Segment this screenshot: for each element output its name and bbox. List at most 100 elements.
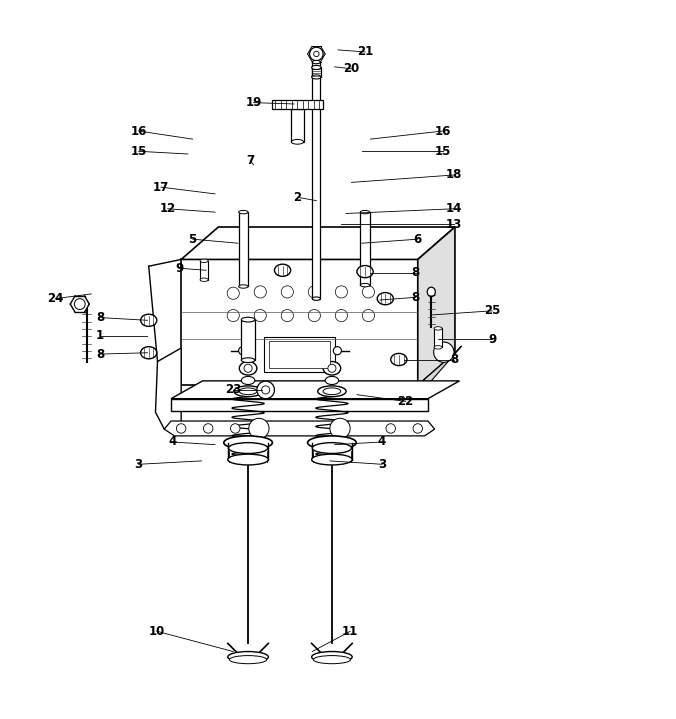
Circle shape (244, 365, 252, 372)
Ellipse shape (228, 651, 268, 662)
Ellipse shape (391, 354, 407, 365)
Ellipse shape (312, 65, 321, 70)
Ellipse shape (228, 443, 268, 454)
Ellipse shape (434, 326, 442, 330)
Circle shape (74, 298, 85, 309)
Circle shape (314, 51, 319, 57)
Circle shape (281, 309, 293, 321)
Text: 9: 9 (175, 262, 183, 275)
Circle shape (434, 342, 454, 362)
Circle shape (308, 309, 320, 321)
Circle shape (227, 287, 239, 299)
Bar (171, 399, 428, 411)
Ellipse shape (229, 656, 266, 664)
Circle shape (386, 423, 395, 433)
Circle shape (203, 423, 213, 433)
Text: 25: 25 (484, 304, 500, 317)
Polygon shape (155, 348, 181, 429)
Ellipse shape (434, 346, 442, 349)
Ellipse shape (241, 358, 255, 362)
Bar (360, 212, 370, 285)
Ellipse shape (239, 285, 248, 288)
Ellipse shape (312, 443, 352, 454)
Text: 12: 12 (160, 202, 176, 215)
Circle shape (335, 309, 347, 321)
Ellipse shape (241, 377, 255, 385)
Bar (272, 100, 323, 109)
Ellipse shape (312, 60, 320, 64)
Text: 4: 4 (378, 436, 386, 449)
Polygon shape (181, 227, 455, 260)
Text: 8: 8 (412, 267, 420, 280)
Ellipse shape (325, 377, 339, 385)
Bar (312, 68, 321, 77)
Ellipse shape (228, 454, 268, 465)
Circle shape (254, 286, 266, 298)
Text: 13: 13 (446, 218, 462, 231)
Text: 8: 8 (412, 290, 420, 304)
Circle shape (328, 365, 336, 372)
Bar (312, 62, 320, 298)
Circle shape (239, 347, 247, 354)
Ellipse shape (239, 388, 257, 395)
Text: 14: 14 (446, 202, 462, 215)
Text: 24: 24 (47, 292, 64, 305)
Ellipse shape (312, 297, 320, 301)
Polygon shape (181, 260, 418, 385)
Bar (269, 341, 330, 367)
Bar (434, 329, 442, 347)
Ellipse shape (234, 386, 262, 397)
Ellipse shape (291, 139, 304, 145)
Circle shape (257, 381, 274, 399)
Ellipse shape (312, 454, 352, 465)
Ellipse shape (141, 347, 157, 359)
Text: 10: 10 (149, 625, 165, 638)
Text: 15: 15 (130, 145, 147, 157)
Text: 16: 16 (435, 124, 451, 137)
Ellipse shape (323, 388, 341, 395)
Text: 8: 8 (96, 347, 104, 361)
Text: 11: 11 (342, 625, 358, 638)
Text: 3: 3 (135, 458, 143, 471)
Polygon shape (418, 227, 455, 385)
Ellipse shape (312, 651, 352, 662)
Text: 7: 7 (246, 154, 254, 167)
Bar (264, 336, 335, 372)
Circle shape (262, 386, 270, 394)
Circle shape (335, 286, 347, 298)
Ellipse shape (239, 211, 248, 214)
Ellipse shape (377, 293, 393, 305)
Text: 16: 16 (130, 124, 147, 137)
Ellipse shape (224, 436, 272, 449)
Circle shape (249, 418, 269, 439)
Ellipse shape (427, 287, 435, 297)
Text: 8: 8 (96, 311, 104, 324)
Polygon shape (164, 421, 435, 436)
Bar (239, 212, 248, 286)
Text: 5: 5 (189, 233, 197, 246)
Text: 6: 6 (414, 233, 422, 246)
Ellipse shape (239, 362, 257, 375)
Text: 22: 22 (397, 395, 414, 408)
Text: 1: 1 (96, 329, 104, 342)
Polygon shape (171, 381, 460, 399)
Text: 18: 18 (446, 168, 462, 181)
Text: 15: 15 (435, 145, 451, 157)
Text: 2: 2 (293, 191, 301, 203)
Text: 8: 8 (450, 353, 458, 366)
Circle shape (281, 286, 293, 298)
Circle shape (231, 423, 240, 433)
Bar (200, 261, 208, 280)
Ellipse shape (312, 75, 321, 79)
Circle shape (254, 309, 266, 321)
Ellipse shape (323, 362, 341, 375)
Circle shape (362, 286, 375, 298)
Ellipse shape (314, 656, 350, 664)
Circle shape (227, 309, 239, 321)
Ellipse shape (241, 317, 255, 322)
Ellipse shape (200, 259, 208, 262)
Ellipse shape (200, 278, 208, 281)
Circle shape (310, 47, 323, 60)
Ellipse shape (308, 436, 356, 449)
Text: 20: 20 (343, 63, 360, 75)
